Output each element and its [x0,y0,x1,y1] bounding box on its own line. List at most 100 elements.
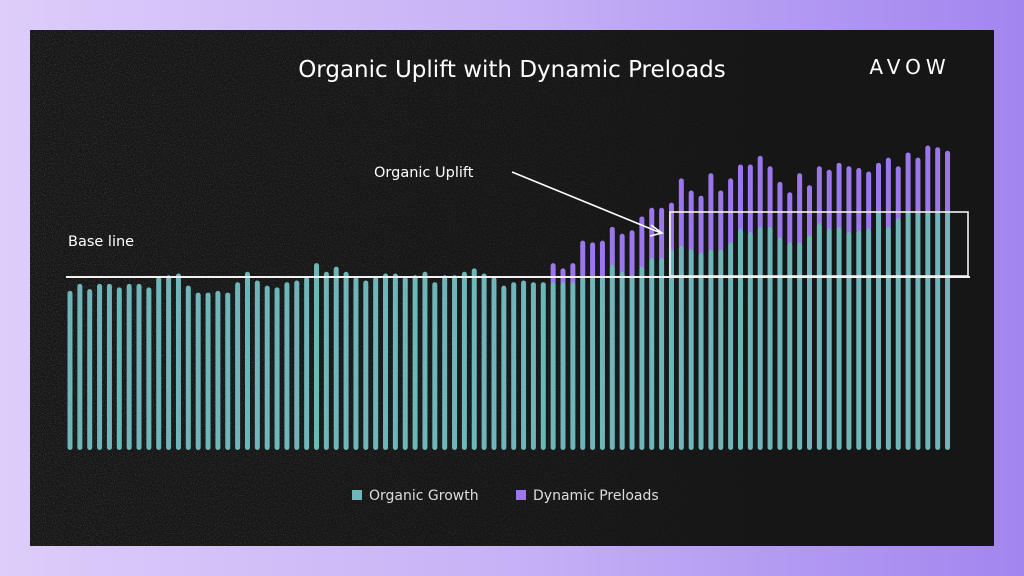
bar-organic-growth [797,242,803,450]
bar-organic-growth [560,282,566,450]
bar-dynamic-preloads [816,166,822,227]
bar-dynamic-preloads [787,192,793,246]
bar-organic-growth [284,282,290,450]
bar-organic-growth [599,277,605,450]
bar-organic-growth [452,275,458,450]
bar-organic-growth [116,287,122,450]
bar-organic-growth [708,249,714,450]
bar-dynamic-preloads [659,207,665,261]
bar-organic-growth [392,273,398,450]
bar-organic-growth [885,226,891,450]
bar-dynamic-preloads [678,178,684,249]
bar-dynamic-preloads [767,166,773,230]
bar-organic-growth [925,211,931,450]
bar-organic-growth [225,292,231,450]
bar-organic-growth [659,257,665,450]
bar-dynamic-preloads [915,157,921,215]
legend-swatch-organic [352,490,362,500]
bar-organic-growth [333,266,339,450]
bar-dynamic-preloads [895,166,901,222]
bar-dynamic-preloads [639,216,645,270]
bar-organic-growth [698,252,704,450]
bar-organic-growth [767,226,773,450]
bar-dynamic-preloads [737,164,743,232]
bar-dynamic-preloads [570,263,576,286]
bar-organic-growth [530,282,536,450]
bar-organic-growth [521,280,527,450]
bar-dynamic-preloads [836,162,842,230]
bar-organic-growth [816,223,822,450]
bar-dynamic-preloads [619,233,625,275]
bar-dynamic-preloads [649,207,655,261]
bar-organic-growth [787,242,793,450]
bar-organic-growth [136,283,142,450]
bar-dynamic-preloads [550,263,556,286]
uplift-label: Organic Uplift [374,165,474,181]
legend-label-preloads: Dynamic Preloads [533,488,659,504]
bar-organic-growth [915,211,921,450]
bar-organic-growth [126,283,132,450]
bar-organic-growth [757,226,763,450]
bar-organic-growth [106,283,112,450]
bar-organic-growth [846,232,852,450]
bar-organic-growth [491,277,497,450]
bar-organic-growth [185,285,191,450]
bar-organic-growth [383,273,389,450]
bar-organic-growth [609,264,615,450]
bar-dynamic-preloads [925,145,931,215]
bar-organic-growth [876,211,882,450]
bar-dynamic-preloads [747,164,753,236]
bar-dynamic-preloads [777,181,783,241]
bar-organic-growth [146,287,152,450]
bar-dynamic-preloads [698,195,704,256]
bar-organic-growth [412,275,418,450]
bar-organic-growth [422,271,428,450]
bar-organic-growth [540,282,546,450]
bar-dynamic-preloads [935,147,941,215]
bar-organic-growth [935,211,941,450]
bar-dynamic-preloads [905,152,911,215]
bar-organic-growth [97,283,103,450]
bar-dynamic-preloads [866,171,872,232]
bar-organic-growth [205,292,211,450]
bar-organic-growth [274,287,280,450]
bar-dynamic-preloads [846,166,852,236]
bar-organic-growth [511,282,517,450]
bar-organic-growth [195,292,201,450]
baseline-label: Base line [68,234,134,250]
bar-organic-growth [501,285,507,450]
bar-organic-growth [432,282,438,450]
bar-dynamic-preloads [885,157,891,230]
bar-dynamic-preloads [757,155,763,230]
bar-organic-growth [550,282,556,450]
uplift-arrow-icon [511,171,664,237]
bar-organic-growth [264,285,270,450]
bar-organic-growth [254,280,260,450]
bar-organic-growth [580,277,586,450]
bar-organic-growth [175,273,181,450]
bar-organic-growth [294,280,300,450]
bar-organic-growth [244,271,250,450]
bar-organic-growth [945,211,951,450]
bar-organic-growth [343,271,349,450]
bar-organic-growth [314,263,319,450]
bar-organic-growth [866,228,872,450]
bar-organic-growth [590,277,596,450]
bar-dynamic-preloads [876,162,882,215]
bar-dynamic-preloads [688,190,694,253]
bar-organic-growth [737,228,743,450]
bar-organic-growth [235,282,241,450]
bar-organic-growth [215,290,221,450]
bar-dynamic-preloads [609,226,615,268]
bar-organic-growth [77,283,83,450]
bar-organic-growth [836,226,842,450]
bar-dynamic-preloads [590,242,596,280]
bar-dynamic-preloads [629,230,635,279]
bar-dynamic-preloads [599,240,605,280]
bar-organic-growth [461,271,467,450]
chart-panel: Organic Uplift with Dynamic Preloads AVO… [30,30,994,546]
bar-organic-growth [678,245,684,450]
bar-organic-growth [747,232,753,450]
bar-organic-growth [87,289,93,450]
bars-group [67,145,951,450]
